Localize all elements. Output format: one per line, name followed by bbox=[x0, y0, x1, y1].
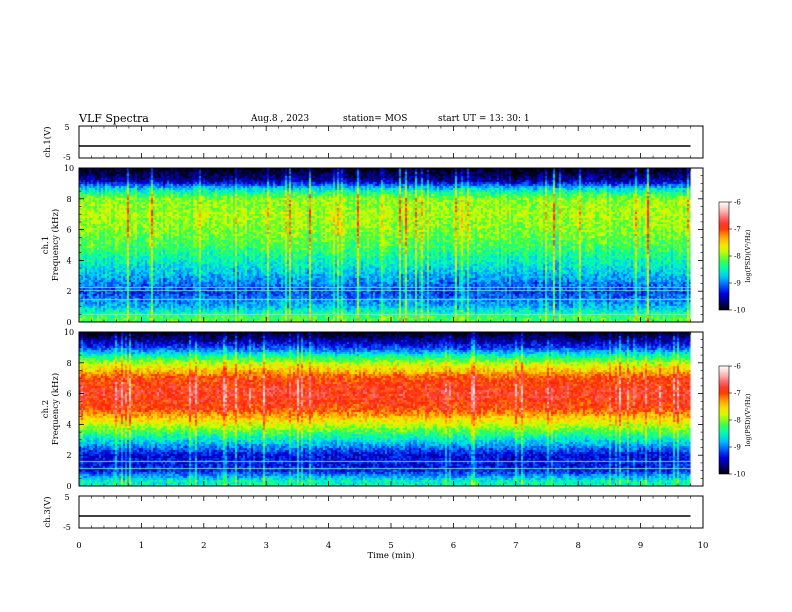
x-axis-label: Time (min) bbox=[367, 550, 414, 561]
y-axis-label: ch.3(V) bbox=[42, 496, 53, 527]
y-tick-label: 2 bbox=[66, 287, 71, 296]
y-tick-label: -5 bbox=[63, 523, 71, 532]
colorbar-tick-label: -9 bbox=[734, 444, 741, 452]
colorbar-label: log(PSD)(V²/Hz) bbox=[744, 393, 752, 446]
x-tick-label: 8 bbox=[575, 541, 580, 551]
y-tick-label: 0 bbox=[66, 318, 71, 327]
colorbar-tick-label: -7 bbox=[734, 390, 741, 398]
colorbar-label: log(PSD)(V²/Hz) bbox=[744, 229, 752, 282]
y-axis-label: ch.2 bbox=[41, 400, 51, 418]
colorbar-tick-label: -10 bbox=[734, 471, 745, 479]
colorbar bbox=[718, 365, 730, 475]
x-tick-label: 1 bbox=[139, 541, 144, 551]
y-tick-label: 10 bbox=[64, 328, 74, 337]
colorbar-tick-label: -10 bbox=[734, 307, 745, 315]
colorbar-tick-label: -6 bbox=[734, 363, 741, 371]
y-tick-label: 2 bbox=[66, 451, 71, 460]
y-tick-label: 4 bbox=[66, 420, 71, 429]
x-tick-label: 2 bbox=[201, 541, 206, 551]
y-tick-label: 8 bbox=[66, 195, 71, 204]
colorbar-tick-label: -6 bbox=[734, 199, 741, 207]
x-tick-label: 9 bbox=[638, 541, 643, 551]
colorbar bbox=[718, 201, 730, 311]
date-label: Aug.8 , 2023 bbox=[251, 114, 310, 124]
start-time-label: start UT = 13: 30: 1 bbox=[438, 114, 530, 124]
y-axis-label: ch.1 bbox=[41, 236, 51, 254]
y-axis-label: Frequency (kHz) bbox=[50, 373, 61, 445]
y-tick-label: 6 bbox=[66, 226, 71, 235]
x-tick-label: 7 bbox=[513, 541, 518, 551]
y-tick-label: 5 bbox=[64, 123, 69, 132]
colorbar-tick-label: -7 bbox=[734, 226, 741, 234]
y-tick-label: 4 bbox=[66, 256, 71, 265]
x-tick-label: 5 bbox=[388, 541, 393, 551]
y-axis-label: Frequency (kHz) bbox=[50, 209, 61, 281]
ch2-spectrogram-image bbox=[79, 332, 703, 486]
colorbar-tick-label: -9 bbox=[734, 280, 741, 288]
y-tick-label: 6 bbox=[66, 390, 71, 399]
x-tick-label: 10 bbox=[698, 541, 709, 551]
x-tick-label: 0 bbox=[76, 541, 81, 551]
chart-title: VLF Spectra bbox=[79, 112, 149, 125]
x-tick-label: 4 bbox=[326, 541, 331, 551]
y-axis-label: ch.1(V) bbox=[42, 126, 53, 157]
y-tick-label: 5 bbox=[64, 493, 69, 502]
x-tick-label: 6 bbox=[451, 541, 456, 551]
y-tick-label: -5 bbox=[63, 153, 71, 162]
ch1-spectrogram-image bbox=[79, 168, 703, 322]
station-label: station= MOS bbox=[343, 114, 408, 124]
y-tick-label: 10 bbox=[64, 164, 74, 173]
x-tick-label: 3 bbox=[263, 541, 268, 551]
y-tick-label: 0 bbox=[66, 482, 71, 491]
colorbar-tick-label: -8 bbox=[734, 253, 741, 261]
y-tick-label: 8 bbox=[66, 359, 71, 368]
colorbar-tick-label: -8 bbox=[734, 417, 741, 425]
